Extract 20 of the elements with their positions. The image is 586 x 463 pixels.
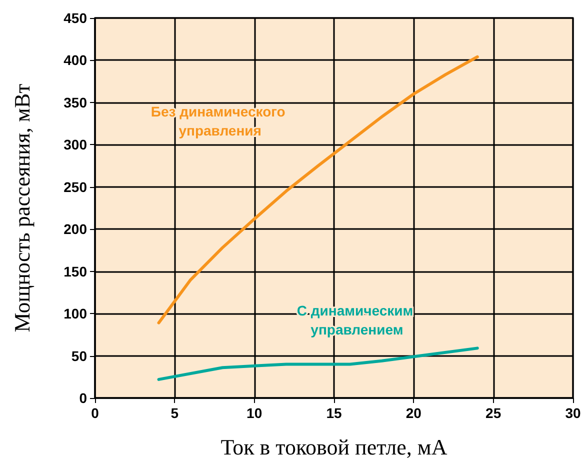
y-axis-title: Мощность рассеяния, мВт	[10, 83, 34, 332]
y-tick-label: 250	[64, 178, 88, 195]
x-tick-label: 30	[565, 405, 581, 421]
y-tick-label: 200	[64, 221, 88, 238]
x-tick-label: 15	[326, 405, 342, 421]
x-tick-label: 25	[486, 405, 502, 421]
y-tick-label: 350	[64, 94, 88, 110]
x-tick-label: 5	[170, 405, 179, 421]
y-tick-label: 150	[64, 263, 88, 280]
x-axis-title: Ток в токовой петле, мА	[220, 434, 448, 460]
x-tick-label: 0	[91, 405, 100, 421]
y-tick-label: 50	[71, 348, 88, 364]
y-tick-label: 100	[64, 306, 88, 322]
y-tick-label: 450	[64, 10, 88, 26]
x-tick-label: 20	[406, 405, 422, 421]
y-tick-label: 400	[64, 52, 88, 68]
line-series	[157, 346, 479, 381]
x-tick-label: 10	[246, 405, 262, 421]
y-tick-label: 0	[79, 390, 88, 406]
y-tick-label: 300	[64, 136, 88, 153]
